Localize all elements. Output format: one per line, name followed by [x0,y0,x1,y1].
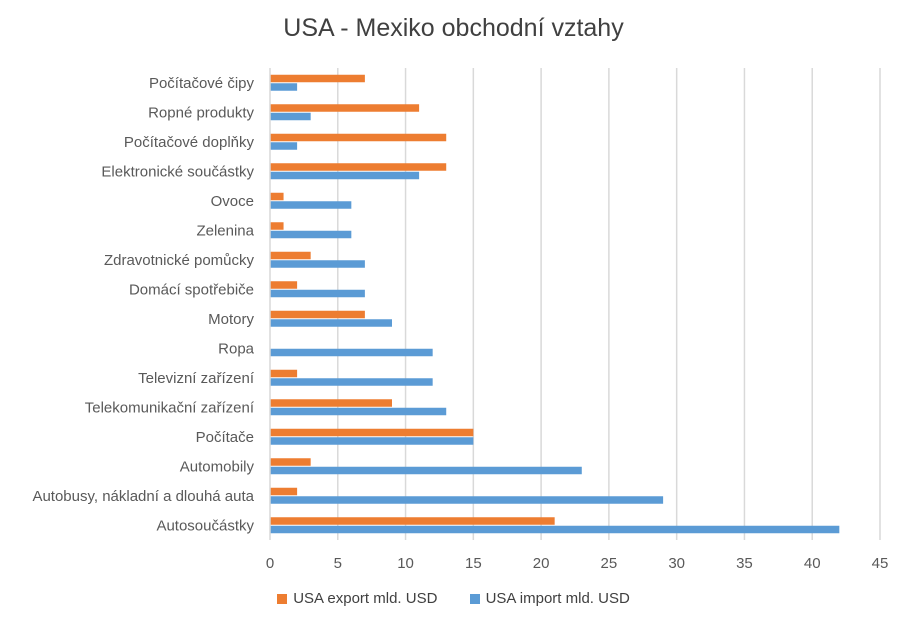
bar-import [270,525,840,534]
x-tick-label: 0 [266,555,274,572]
x-tick-label: 20 [533,555,550,572]
category-label: Motory [208,311,254,328]
legend-item-export: USA export mld. USD [277,590,437,607]
category-label: Automobily [180,458,255,475]
bar-export [270,192,284,201]
category-label: Ropa [218,340,255,357]
bar-export [270,74,365,83]
legend: USA export mld. USD USA import mld. USD [0,590,907,608]
x-tick-label: 25 [601,555,618,572]
bar-import [270,201,352,209]
category-label: Domácí spotřebiče [129,281,254,298]
category-label: Autosoučástky [156,517,254,534]
category-label: Zdravotnické pomůcky [104,252,255,269]
bar-export [270,310,365,319]
axes: 0 5 10 15 20 25 30 35 40 45 Počítačové čipy Ropné p… [32,68,888,572]
category-label: Ovoce [211,193,254,210]
x-tick-label: 35 [736,555,753,572]
gridlines [337,68,881,540]
bar-import [270,466,582,475]
category-label: Televizní zařízení [138,370,255,387]
x-tick-label: 30 [668,555,685,572]
category-label: Elektronické součástky [101,163,254,180]
bar-import [270,289,365,298]
bar-export [270,517,555,525]
bar-import [270,437,474,445]
category-label: Telekomunikační zařízení [85,399,255,416]
bar-export [270,281,298,289]
bar-export [270,458,311,466]
bar-export [270,428,474,437]
legend-swatch-export [277,593,288,604]
bar-import [270,378,433,386]
bar-export [270,104,420,112]
bar-export [270,163,447,171]
legend-label-export: USA export mld. USD [293,590,438,607]
bar-export [270,399,392,407]
category-label: Počítačové čipy [149,75,255,92]
bar-import [270,260,365,268]
bar-import [270,348,433,357]
bar-export [270,369,298,378]
x-tick-label: 15 [465,555,482,572]
category-label: Počítačové doplňky [124,134,255,151]
x-tick-label: 45 [872,555,889,572]
bar-import [270,319,392,327]
bar-export [270,251,311,260]
bar-export [270,222,284,230]
bar-import [270,83,298,91]
category-label: Zelenina [196,222,254,239]
bar-import [270,171,420,180]
bar-import [270,142,298,150]
x-tick-label: 10 [397,555,414,572]
legend-swatch-import [469,593,480,604]
category-label: Autobusy, nákladní a dlouhá auta [32,488,254,505]
bar-export [270,487,298,496]
bar-import [270,112,311,121]
x-tick-label: 40 [804,555,821,572]
chart-title: USA - Mexiko obchodní vztahy [283,14,624,42]
x-tick-label: 5 [334,555,342,572]
legend-item-import: USA import mld. USD [469,590,630,607]
bar-import [270,407,447,416]
bars [270,74,840,534]
bar-import [270,496,664,504]
bar-import [270,230,352,239]
category-label: Ropné produkty [148,104,254,121]
category-label: Počítače [196,429,254,446]
bar-export [270,133,447,142]
legend-label-import: USA import mld. USD [485,590,630,607]
